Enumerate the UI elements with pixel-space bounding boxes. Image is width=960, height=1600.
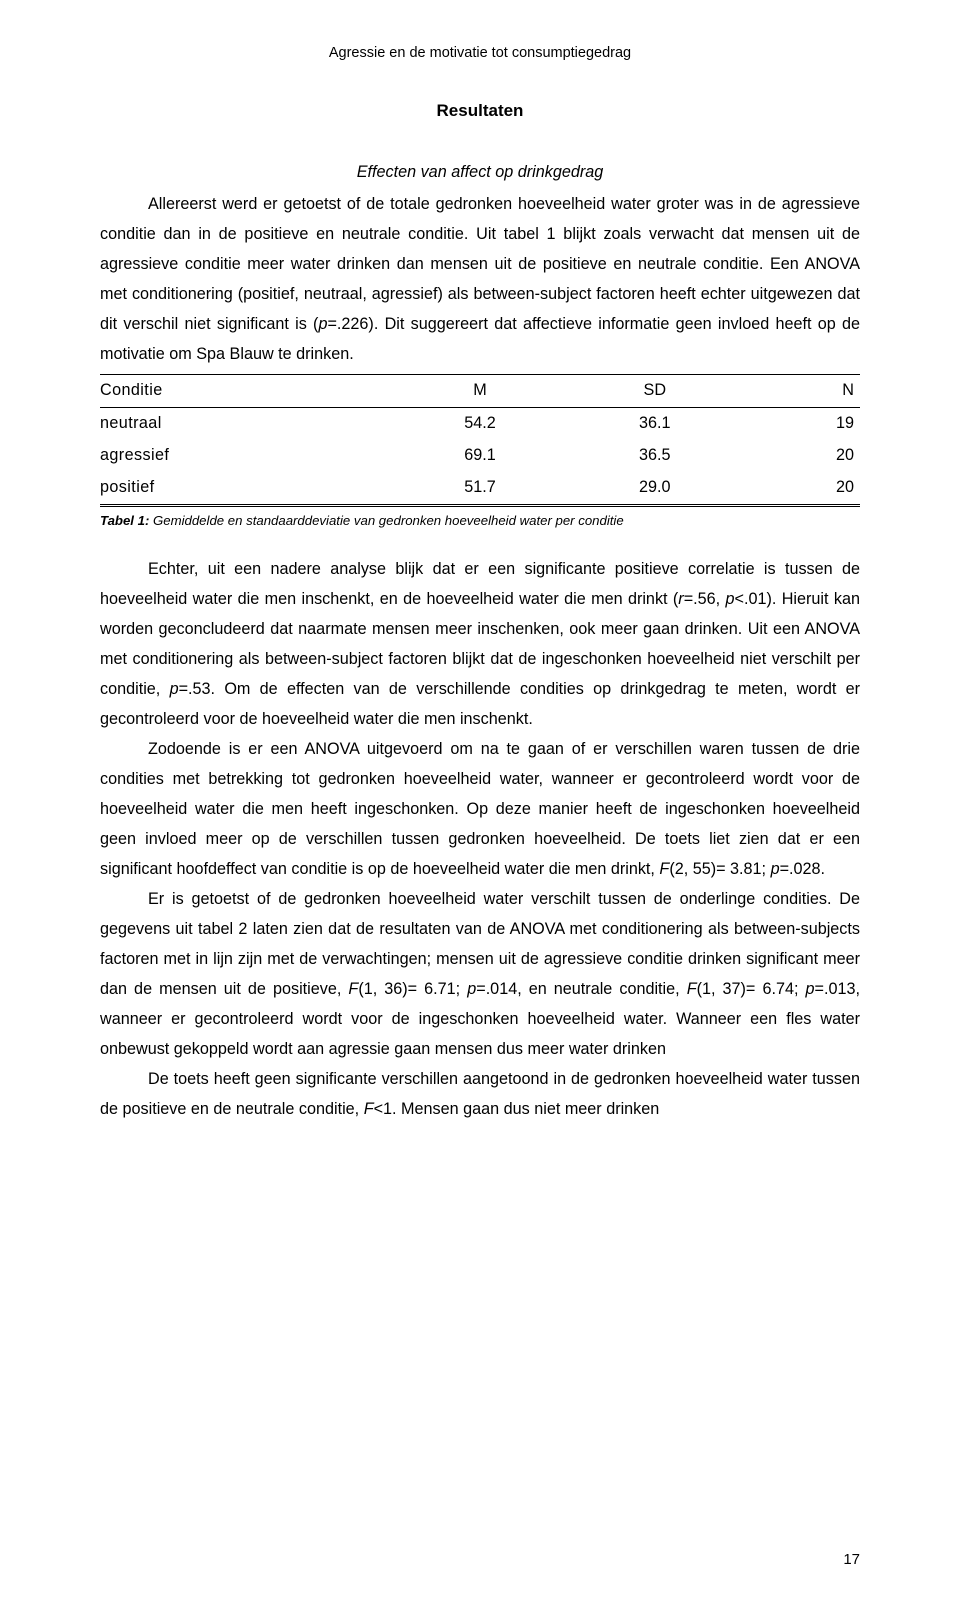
- p3-p-lbl: p: [771, 860, 780, 878]
- cell: 51.7: [389, 472, 571, 505]
- section-heading: Resultaten: [100, 95, 860, 126]
- cell: 20: [738, 472, 860, 505]
- p3-F-lbl: F: [659, 860, 669, 878]
- p3-F-val: (2, 55)= 3.81;: [669, 860, 770, 878]
- paragraph-1: Allereerst werd er getoetst of de totale…: [100, 190, 860, 370]
- p4-F2-val: (1, 37)= 6.74;: [697, 980, 806, 998]
- p4-F1-lbl: F: [348, 980, 358, 998]
- caption-text: Gemiddelde en standaarddeviatie van gedr…: [149, 513, 623, 528]
- paragraph-2: Echter, uit een nadere analyse blijk dat…: [100, 555, 860, 735]
- cell: agressief: [100, 440, 389, 472]
- cell: 69.1: [389, 440, 571, 472]
- cell: 20: [738, 440, 860, 472]
- table-row: positief 51.7 29.0 20: [100, 472, 860, 505]
- p5-F-val: <1. Mensen gaan dus niet meer drinken: [374, 1100, 660, 1118]
- p4-p1-val: =.014, en neutrale conditie,: [476, 980, 686, 998]
- cell: 36.1: [571, 408, 738, 440]
- p2-p2-lbl: p: [170, 680, 179, 698]
- table-header-row: Conditie M SD N: [100, 375, 860, 408]
- cell: 29.0: [571, 472, 738, 505]
- paragraph-3: Zodoende is er een ANOVA uitgevoerd om n…: [100, 735, 860, 885]
- page-number: 17: [843, 1546, 860, 1574]
- cell: 54.2: [389, 408, 571, 440]
- p1-text-a: Allereerst werd er getoetst of de totale…: [100, 195, 860, 333]
- col-m: M: [389, 375, 571, 408]
- cell: 19: [738, 408, 860, 440]
- caption-label: Tabel 1:: [100, 513, 149, 528]
- col-n: N: [738, 375, 860, 408]
- section-subheading: Effecten van affect op drinkgedrag: [100, 158, 860, 188]
- cell: positief: [100, 472, 389, 505]
- p4-F1-val: (1, 36)= 6.71;: [358, 980, 467, 998]
- p3-a: Zodoende is er een ANOVA uitgevoerd om n…: [100, 740, 860, 878]
- p4-p2-lbl: p: [806, 980, 815, 998]
- p2-r-eq: =.56,: [684, 590, 726, 608]
- p2-p2-eq: =.53. Om de effecten van de verschillend…: [100, 680, 860, 728]
- table-1-caption: Tabel 1: Gemiddelde en standaarddeviatie…: [100, 509, 860, 533]
- p2-p-lbl: p: [726, 590, 735, 608]
- p4-p1-lbl: p: [467, 980, 476, 998]
- paragraph-5: De toets heeft geen significante verschi…: [100, 1065, 860, 1125]
- running-header: Agressie en de motivatie tot consumptieg…: [100, 40, 860, 67]
- p4-F2-lbl: F: [687, 980, 697, 998]
- cell: 36.5: [571, 440, 738, 472]
- table-row: neutraal 54.2 36.1 19: [100, 408, 860, 440]
- col-sd: SD: [571, 375, 738, 408]
- p3-p-val: =.028.: [780, 860, 825, 878]
- table-1: Conditie M SD N neutraal 54.2 36.1 19 ag…: [100, 374, 860, 507]
- paragraph-4: Er is getoetst of de gedronken hoeveelhe…: [100, 885, 860, 1065]
- table-row: agressief 69.1 36.5 20: [100, 440, 860, 472]
- cell: neutraal: [100, 408, 389, 440]
- col-conditie: Conditie: [100, 375, 389, 408]
- p5-F-lbl: F: [364, 1100, 374, 1118]
